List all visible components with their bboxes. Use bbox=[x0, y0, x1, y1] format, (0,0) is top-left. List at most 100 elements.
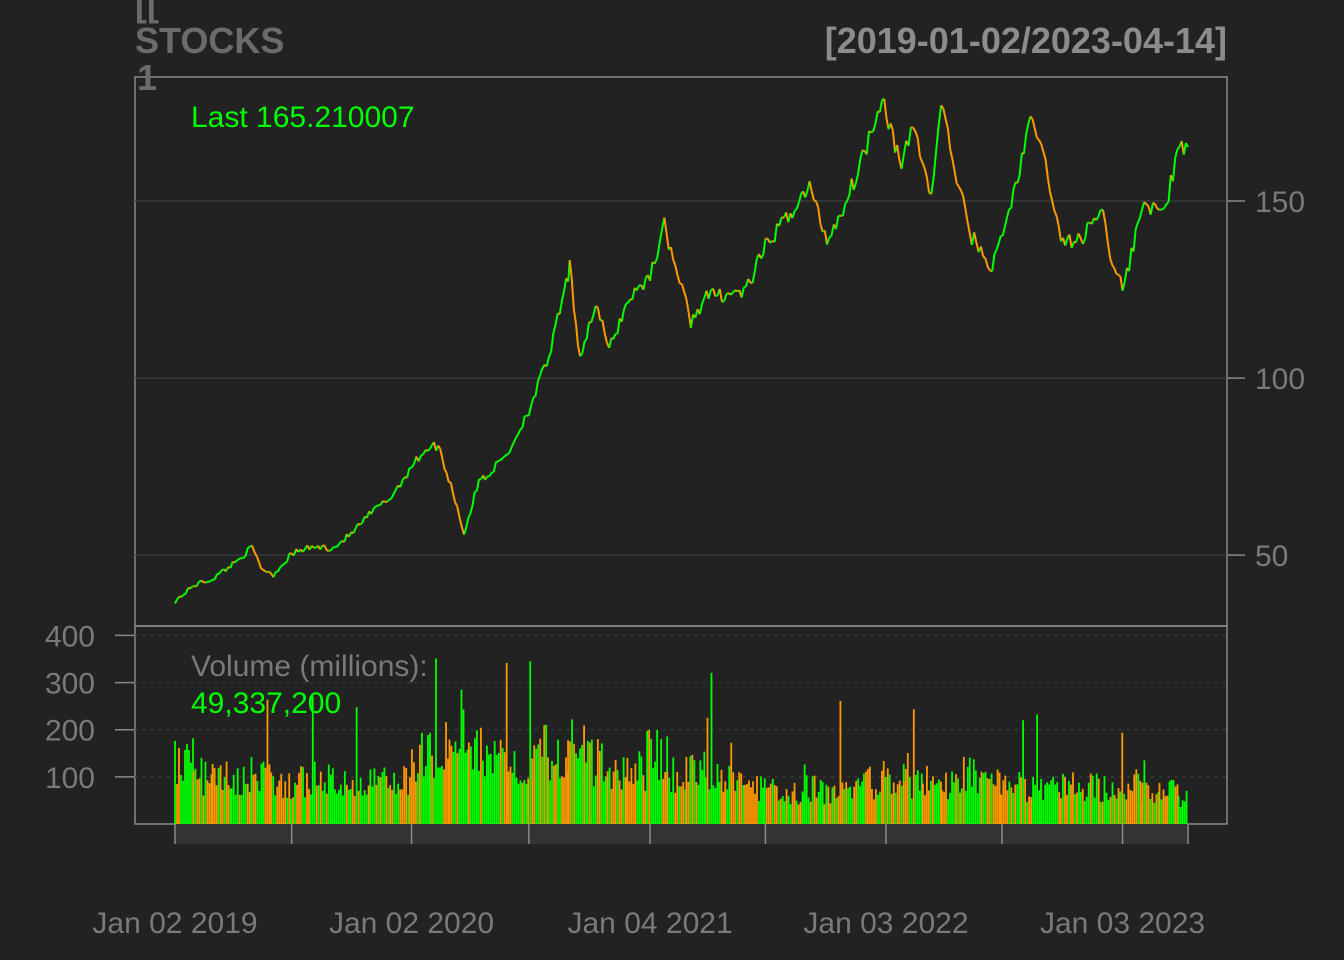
price-segment bbox=[653, 257, 659, 264]
price-segment bbox=[519, 426, 524, 431]
price-segment bbox=[603, 333, 608, 343]
price-segment bbox=[302, 548, 306, 553]
price-segment bbox=[506, 451, 511, 456]
price-segment bbox=[870, 130, 874, 134]
price-segment bbox=[471, 491, 476, 506]
price-segment bbox=[449, 482, 454, 493]
price-segment bbox=[382, 500, 386, 503]
price-segment bbox=[932, 149, 938, 177]
price-segment bbox=[797, 193, 802, 203]
price-segment bbox=[1036, 136, 1040, 141]
price-segment bbox=[247, 545, 251, 549]
price-segment bbox=[277, 566, 282, 572]
volume-tick-label: 300 bbox=[45, 668, 95, 701]
price-segment bbox=[712, 288, 717, 297]
x-axis-band bbox=[175, 824, 1188, 844]
price-segment bbox=[1136, 217, 1141, 224]
price-segment bbox=[625, 301, 629, 305]
price-segment bbox=[1121, 281, 1126, 292]
price-segment bbox=[558, 300, 563, 315]
price-segment bbox=[1123, 267, 1128, 282]
price-segment bbox=[907, 127, 912, 146]
price-segment bbox=[923, 167, 928, 178]
price-segment bbox=[399, 479, 404, 488]
price-segment bbox=[679, 282, 683, 286]
price-segment bbox=[921, 161, 926, 169]
price-segment bbox=[319, 545, 324, 550]
price-segment bbox=[445, 472, 450, 483]
price-segment bbox=[437, 445, 442, 450]
price-segment bbox=[1163, 203, 1168, 209]
price-segment bbox=[474, 490, 478, 493]
price-segment bbox=[883, 98, 888, 118]
price-segment bbox=[1117, 274, 1122, 278]
price-segment bbox=[592, 305, 597, 316]
price-segment bbox=[1174, 149, 1179, 159]
price-segment bbox=[205, 580, 209, 584]
price-segment bbox=[422, 449, 427, 455]
price-segment bbox=[1128, 247, 1133, 272]
price-segment bbox=[524, 414, 528, 418]
price-segment bbox=[862, 149, 865, 152]
price-segment bbox=[627, 298, 632, 304]
price-segment bbox=[612, 333, 617, 340]
price-segment bbox=[236, 557, 240, 562]
last-price-label: Last 165.210007 bbox=[191, 101, 415, 134]
price-segment bbox=[663, 217, 668, 234]
price-segment bbox=[1051, 200, 1056, 211]
price-segment bbox=[734, 289, 738, 293]
volume-grid bbox=[135, 634, 1227, 778]
price-segment bbox=[1185, 142, 1189, 148]
price-segment bbox=[508, 446, 513, 454]
price-segment bbox=[1082, 238, 1087, 245]
price-segment bbox=[532, 395, 537, 399]
price-segment bbox=[1003, 217, 1008, 227]
price-segment bbox=[1031, 118, 1036, 129]
price-segment bbox=[718, 288, 723, 302]
price-segment bbox=[417, 455, 422, 462]
price-segment bbox=[225, 566, 230, 572]
price-segment bbox=[328, 549, 332, 552]
price-segment bbox=[1016, 174, 1021, 184]
price-segment bbox=[1073, 240, 1077, 244]
price-segment bbox=[456, 506, 461, 518]
price-segment bbox=[330, 546, 334, 551]
price-segment bbox=[1156, 207, 1160, 211]
price-segment bbox=[463, 527, 468, 535]
price-segment bbox=[997, 235, 1002, 245]
price-segment bbox=[714, 294, 718, 298]
price-segment bbox=[984, 258, 989, 268]
price-segment bbox=[454, 501, 459, 508]
price-segment bbox=[272, 571, 277, 578]
price-segment bbox=[579, 352, 584, 357]
price-segment bbox=[1001, 226, 1006, 236]
price-segment bbox=[823, 230, 828, 245]
price-segment bbox=[902, 140, 908, 155]
price-segment bbox=[354, 523, 359, 529]
price-segment bbox=[427, 448, 431, 452]
price-segment bbox=[1161, 207, 1165, 211]
price-segment bbox=[1084, 222, 1089, 239]
volume-tick-label: 100 bbox=[45, 762, 95, 795]
price-segment bbox=[572, 309, 577, 324]
price-segment bbox=[174, 598, 179, 604]
price-segment bbox=[674, 265, 679, 276]
price-segment bbox=[872, 123, 877, 132]
price-segment bbox=[1077, 232, 1082, 239]
price-segment bbox=[635, 285, 640, 291]
price-segment bbox=[492, 461, 498, 472]
price-segment bbox=[361, 516, 366, 523]
price-segment bbox=[891, 130, 897, 153]
price-segment bbox=[804, 190, 809, 198]
price-segment bbox=[1101, 209, 1107, 224]
price-segment bbox=[550, 333, 555, 352]
price-segment bbox=[536, 375, 541, 383]
price-segment bbox=[388, 497, 393, 501]
price-segment bbox=[962, 195, 967, 209]
price-segment bbox=[896, 144, 901, 160]
price-segment bbox=[751, 272, 756, 284]
price-segment bbox=[583, 338, 588, 343]
price-segment bbox=[499, 457, 504, 461]
price-segment bbox=[183, 592, 187, 596]
price-segment bbox=[769, 240, 773, 244]
